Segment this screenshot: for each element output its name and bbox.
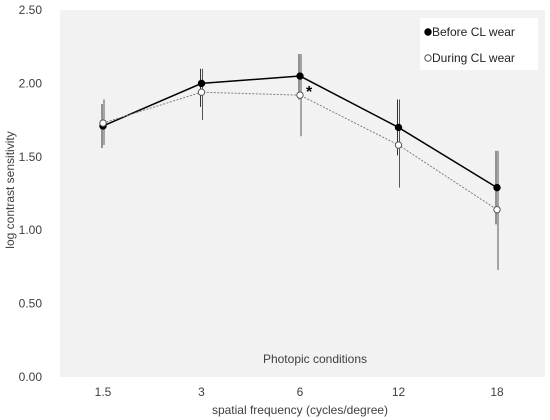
x-tick-label: 12: [392, 385, 406, 399]
data-point: [394, 123, 403, 132]
y-axis-ticks: 0.00 0.50 1.00 1.50 2.00 2.50: [19, 3, 43, 384]
y-tick-label: 0.50: [19, 297, 43, 311]
x-tick-label: 3: [198, 385, 205, 399]
y-tick-label: 0.00: [19, 370, 43, 384]
x-axis-title: spatial frequency (cycles/degree): [212, 403, 388, 417]
data-point: [99, 119, 107, 127]
legend-box: [420, 18, 538, 70]
legend: Before CL wear During CL wear: [420, 18, 538, 70]
significance-marker: *: [306, 84, 313, 101]
y-axis-title: log contrast sensitivity: [3, 131, 17, 248]
x-tick-label: 6: [297, 385, 304, 399]
data-point: [394, 141, 403, 149]
x-tick-label: 18: [490, 385, 504, 399]
y-tick-label: 2.00: [19, 76, 43, 90]
data-point: [197, 88, 206, 96]
y-tick-label: 2.50: [19, 3, 43, 17]
data-point: [296, 72, 304, 80]
condition-annotation: Photopic conditions: [263, 352, 367, 366]
series-line: [102, 91, 498, 211]
legend-label-before: Before CL wear: [432, 25, 515, 39]
legend-marker-during: [424, 54, 432, 62]
legend-marker-before: [424, 28, 432, 36]
plot-area: [60, 10, 545, 377]
data-point: [493, 183, 501, 192]
data-point: [296, 91, 304, 99]
legend-label-during: During CL wear: [432, 51, 515, 65]
data-points: [99, 72, 501, 214]
data-point: [493, 205, 501, 214]
data-point: [197, 79, 206, 88]
x-axis-ticks: 1.5 3 6 12 18: [95, 385, 504, 399]
y-tick-label: 1.50: [19, 150, 43, 164]
x-tick-label: 1.5: [95, 385, 112, 399]
y-tick-label: 1.00: [19, 223, 43, 237]
